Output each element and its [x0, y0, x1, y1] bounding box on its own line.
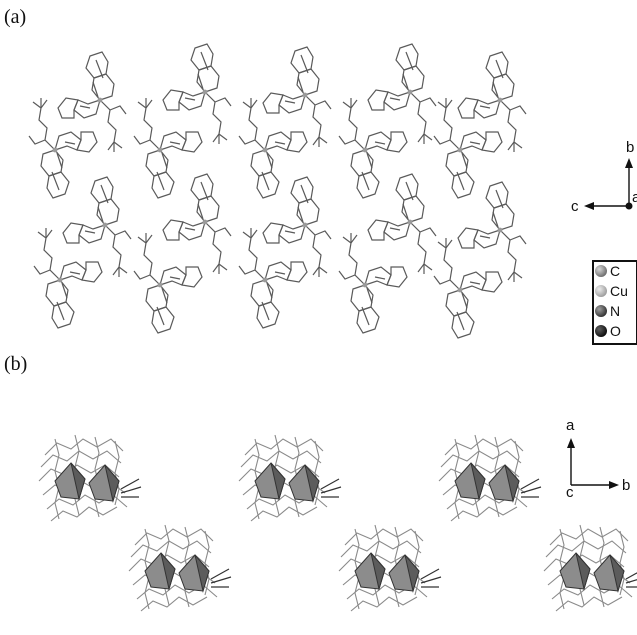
axis-label-a: a — [632, 189, 637, 206]
legend-label-o: O — [610, 323, 621, 339]
axis-label-b: b — [626, 139, 634, 156]
axis-label-a-b: a — [566, 417, 575, 434]
panel-a-label: (a) — [4, 6, 27, 28]
legend-label-cu: Cu — [610, 283, 628, 299]
packing-diagram-a — [28, 43, 527, 339]
legend-swatch-c — [595, 265, 607, 277]
axis-triad-a: b c a — [571, 139, 637, 215]
element-legend: C Cu N O — [592, 260, 637, 345]
legend-swatch-n — [595, 305, 607, 317]
axis-label-c: c — [571, 198, 579, 215]
axis-label-c-b: c — [566, 484, 574, 501]
legend-label-c: C — [610, 263, 620, 279]
legend-swatch-o — [595, 325, 607, 337]
legend-swatch-cu — [595, 285, 607, 297]
panel-b-label: (b) — [4, 353, 28, 375]
axis-triad-b: a b c — [566, 417, 630, 501]
legend-label-n: N — [610, 303, 620, 319]
axis-label-b-b: b — [622, 477, 630, 494]
polyhedral-chain-b — [38, 434, 637, 612]
